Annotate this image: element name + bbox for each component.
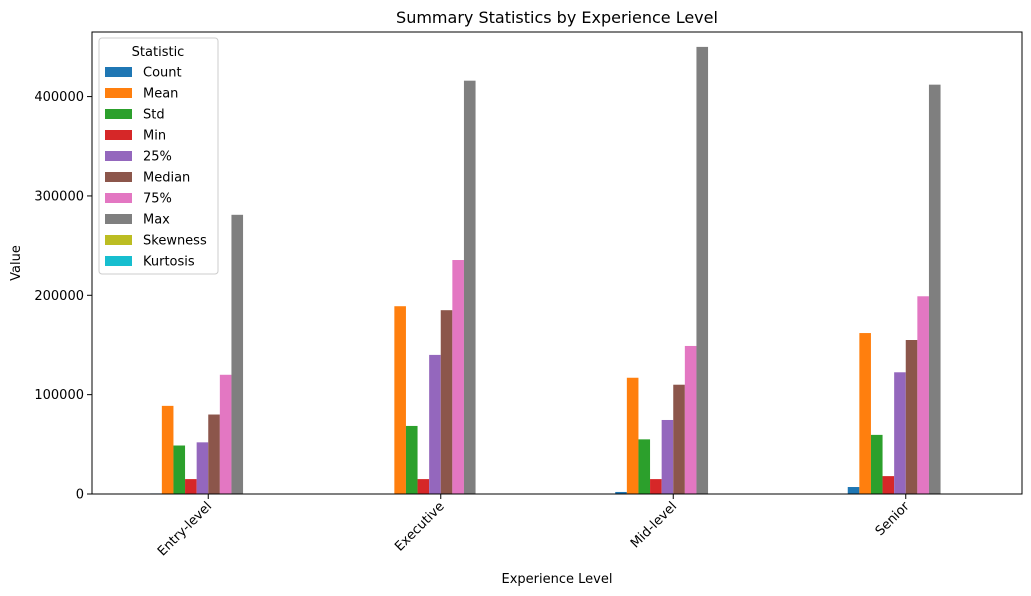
x-axis: Entry-level Executive Mid-level Senior <box>155 494 913 559</box>
bar-std-1 <box>405 425 418 494</box>
bar-median-0 <box>208 414 220 494</box>
bar-min-1 <box>417 479 430 494</box>
bar-75pct-2 <box>684 345 697 494</box>
bar-mean-1 <box>394 306 406 494</box>
bar-min-0 <box>185 479 197 494</box>
legend-swatch <box>105 172 132 182</box>
y-axis: 0 100000 200000 300000 400000 <box>34 90 92 503</box>
legend-label: Std <box>143 108 165 123</box>
plot-frame <box>91 31 1023 495</box>
bar-mean-3 <box>859 333 871 494</box>
bar-mean-0 <box>161 405 174 494</box>
legend-swatch <box>105 109 132 119</box>
bar-25pct-2 <box>661 419 674 494</box>
bar-median-2 <box>673 384 685 494</box>
bar-std-0 <box>173 445 186 494</box>
legend-label: Max <box>143 213 170 228</box>
bar-mean-2 <box>626 377 639 494</box>
y-tick-label: 400000 <box>34 90 84 105</box>
bar-std-3 <box>870 434 883 494</box>
legend-swatch <box>105 88 132 98</box>
bar-count-2 <box>615 491 627 494</box>
y-tick-label: 0 <box>76 488 84 503</box>
legend: Statistic Count Mean Std Min 25% Median 75% Max… <box>98 37 219 275</box>
bar-median-1 <box>440 310 453 494</box>
legend-label: 75% <box>143 192 172 207</box>
y-tick-label: 100000 <box>34 388 84 403</box>
bar-25pct-3 <box>894 372 906 494</box>
legend-label: Skewness <box>143 234 207 249</box>
legend-swatch <box>105 130 132 140</box>
legend-swatch <box>105 67 132 77</box>
x-tick-label: Mid-level <box>628 499 680 551</box>
bar-std-2 <box>638 439 651 494</box>
legend-title: Statistic <box>132 45 185 60</box>
bar-75pct-3 <box>917 296 929 494</box>
legend-label: Count <box>143 66 182 81</box>
bar-min-2 <box>650 479 662 494</box>
legend-label: Kurtosis <box>143 255 195 270</box>
bar-25pct-1 <box>429 354 441 494</box>
chart-title: Summary Statistics by Experience Level <box>396 8 718 27</box>
x-tick-label: Entry-level <box>155 499 215 559</box>
bar-max-1 <box>463 80 476 495</box>
x-tick-label: Senior <box>873 499 913 539</box>
bar-max-3 <box>928 84 941 494</box>
bar-75pct-1 <box>452 260 464 494</box>
bar-median-3 <box>905 340 918 494</box>
legend-label: Mean <box>143 87 178 102</box>
y-tick-label: 200000 <box>34 289 84 304</box>
legend-swatch <box>105 256 132 266</box>
x-tick-label: Executive <box>392 499 447 554</box>
bar-min-3 <box>882 476 895 494</box>
bar-max-2 <box>696 46 709 495</box>
legend-label: Median <box>143 171 190 186</box>
legend-label: Min <box>143 129 166 144</box>
bar-75pct-0 <box>219 374 232 494</box>
legend-swatch <box>105 235 132 245</box>
bars-layer <box>150 46 941 495</box>
legend-swatch <box>105 214 132 224</box>
bar-25pct-0 <box>196 442 209 494</box>
bar-count-3 <box>847 487 860 494</box>
bar-max-0 <box>231 214 244 494</box>
legend-items: Count Mean Std Min 25% Median 75% Max Skewness Ku… <box>105 66 207 270</box>
legend-swatch <box>105 151 132 161</box>
legend-label: 25% <box>143 150 172 165</box>
y-tick-label: 300000 <box>34 189 84 204</box>
legend-swatch <box>105 193 132 203</box>
y-axis-label: Value <box>9 245 24 281</box>
x-axis-label: Experience Level <box>502 572 613 587</box>
